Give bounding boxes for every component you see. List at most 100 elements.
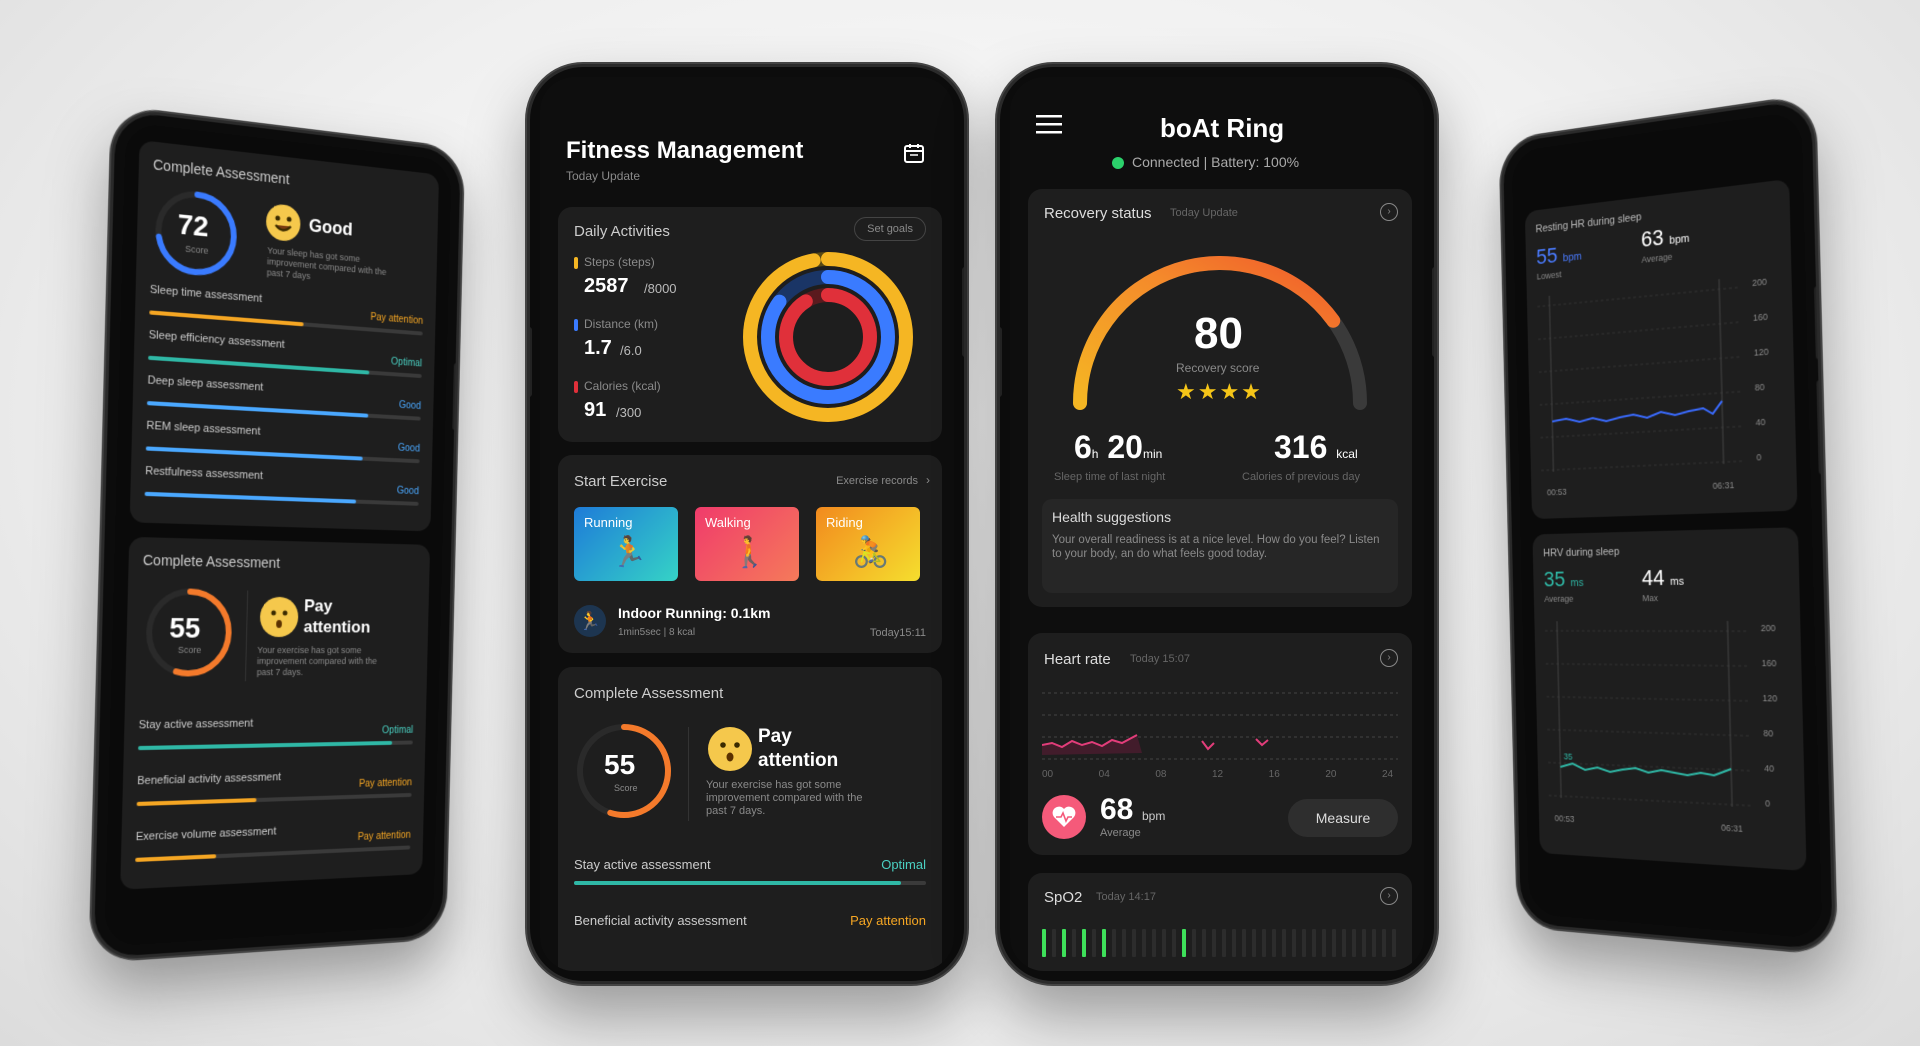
hamburger-menu-icon[interactable] bbox=[1036, 113, 1062, 135]
happy-face-icon bbox=[265, 202, 301, 243]
activity-rings-chart bbox=[743, 252, 913, 422]
running-tile[interactable]: Running 🏃 bbox=[574, 507, 678, 581]
riding-tile[interactable]: Riding 🚴 bbox=[816, 507, 920, 581]
score-label: Score bbox=[614, 783, 638, 793]
assessment-row-fill bbox=[138, 740, 393, 751]
worried-face-icon bbox=[708, 727, 752, 771]
card-title: Complete Assessment bbox=[152, 156, 290, 188]
calendar-icon[interactable] bbox=[902, 141, 926, 165]
lowest-hr-value: 55 bpm bbox=[1535, 242, 1582, 270]
hrv-marker-label: 35 bbox=[1563, 751, 1573, 762]
y-tick-label: 120 bbox=[1762, 692, 1778, 704]
steps-value: 2587 bbox=[584, 275, 629, 297]
calories-goal: /300 bbox=[616, 405, 642, 420]
spo2-bar bbox=[1182, 929, 1186, 957]
sleep-score: 72 bbox=[177, 208, 210, 243]
score-ring bbox=[577, 724, 671, 818]
spo2-bar bbox=[1392, 929, 1396, 957]
spo2-bar bbox=[1232, 929, 1236, 957]
spo2-bar bbox=[1072, 929, 1076, 957]
set-goals-button[interactable]: Set goals bbox=[854, 217, 926, 241]
calories-label: Calories (kcal) bbox=[584, 379, 661, 393]
steps-label: Steps (steps) bbox=[584, 255, 655, 269]
walking-label: Walking bbox=[705, 515, 751, 530]
average-hr-value: 63 bpm bbox=[1640, 224, 1690, 252]
assessment-row-fill bbox=[144, 491, 357, 504]
card-title: Start Exercise bbox=[574, 473, 668, 490]
x-start-label: 00:53 bbox=[1546, 486, 1567, 498]
y-tick-label: 0 bbox=[1756, 452, 1762, 463]
measure-button[interactable]: Measure bbox=[1288, 799, 1398, 837]
max-hrv-value: 44 ms bbox=[1641, 564, 1685, 591]
spo2-bar bbox=[1262, 929, 1266, 957]
y-tick-label: 200 bbox=[1760, 622, 1776, 634]
spo2-bar bbox=[1302, 929, 1306, 957]
recovery-gauge bbox=[1073, 256, 1367, 410]
calories-previous: 316 kcal bbox=[1274, 429, 1358, 465]
x-tick-label: 00 bbox=[1042, 769, 1054, 780]
recovery-score-label: Recovery score bbox=[1176, 361, 1260, 375]
calories-ring bbox=[779, 288, 877, 386]
y-tick-label: 160 bbox=[1761, 657, 1777, 669]
info-icon[interactable]: › bbox=[1380, 649, 1398, 667]
exercise-note: Your exercise has got some improvement c… bbox=[256, 644, 378, 678]
spo2-bar bbox=[1202, 929, 1206, 957]
recovery-status-card: Recovery status Today Update › 80 Recove… bbox=[1028, 189, 1412, 607]
daily-activities-card: Daily Activities Set goals Steps (steps)… bbox=[558, 207, 942, 442]
spo2-bar bbox=[1062, 929, 1066, 957]
spo2-bar bbox=[1252, 929, 1256, 957]
steps-ring bbox=[743, 252, 913, 422]
resting-hr-line bbox=[1552, 401, 1722, 424]
assessment-row-fill bbox=[149, 310, 304, 327]
spo2-bar bbox=[1162, 929, 1166, 957]
assessment-row-fill bbox=[136, 798, 257, 807]
steps-goal: /8000 bbox=[644, 281, 677, 296]
hrv-card: HRV during sleep 35 ms Average 44 ms Max… bbox=[1532, 527, 1807, 872]
y-tick-label: 80 bbox=[1763, 728, 1774, 739]
heart-rate-x-axis: 00 04 08 12 16 20 24 bbox=[1042, 769, 1398, 783]
card-title: SpO2 bbox=[1044, 889, 1083, 906]
info-icon[interactable]: › bbox=[1380, 203, 1398, 221]
spo2-bar bbox=[1112, 929, 1116, 957]
walking-tile[interactable]: Walking 🚶 bbox=[695, 507, 799, 581]
x-tick-label: 04 bbox=[1098, 769, 1110, 780]
spo2-bar bbox=[1052, 929, 1056, 957]
x-tick-label: 24 bbox=[1382, 769, 1394, 780]
riding-label: Riding bbox=[826, 515, 863, 530]
assessment-row-label: Sleep efficiency assessment bbox=[148, 328, 285, 351]
score-label: Score bbox=[184, 243, 209, 256]
chevron-right-icon[interactable]: › bbox=[926, 473, 930, 487]
assessment-row-fill bbox=[135, 854, 216, 863]
stay-active-status: Optimal bbox=[881, 857, 926, 872]
spo2-bar bbox=[1172, 929, 1176, 957]
x-end-label: 06:31 bbox=[1720, 822, 1743, 834]
hrv-chart bbox=[1545, 621, 1794, 839]
distance-ring bbox=[761, 270, 895, 404]
spo2-bar bbox=[1282, 929, 1286, 957]
last-exercise-detail: 1min5sec | 8 kcal bbox=[618, 627, 696, 638]
assessment-row-bar bbox=[136, 792, 412, 807]
y-tick-label: 200 bbox=[1751, 276, 1767, 289]
assessment-row-label: Sleep time assessment bbox=[149, 283, 263, 306]
spo2-bar bbox=[1372, 929, 1376, 957]
stay-active-fill bbox=[574, 881, 902, 885]
assessment-row-fill bbox=[148, 355, 370, 375]
info-icon[interactable]: › bbox=[1380, 887, 1398, 905]
assessment-row-label: Deep sleep assessment bbox=[147, 374, 264, 394]
phone-fitness-management: Fitness Management Today Update Daily Ac… bbox=[527, 64, 967, 984]
spo2-bar bbox=[1322, 929, 1326, 957]
recovery-score: 80 bbox=[1194, 309, 1243, 358]
phone-boat-ring: boAt Ring Connected | Battery: 100% Reco… bbox=[997, 64, 1437, 984]
sleep-status: Good bbox=[308, 215, 353, 240]
y-tick-label: 160 bbox=[1752, 311, 1768, 324]
assessment-row-bar bbox=[135, 845, 411, 863]
assessment-row-bar bbox=[146, 401, 421, 421]
spo2-bar bbox=[1192, 929, 1196, 957]
sleep-time-label: Sleep time of last night bbox=[1054, 471, 1166, 483]
spo2-bar bbox=[1332, 929, 1336, 957]
x-end-label: 06:31 bbox=[1712, 479, 1735, 491]
exercise-records-link[interactable]: Exercise records bbox=[836, 475, 918, 487]
complete-assessment-card: Complete Assessment 55 Score Pay attenti… bbox=[558, 667, 942, 971]
spo2-bar bbox=[1382, 929, 1386, 957]
spo2-bar bbox=[1102, 929, 1106, 957]
